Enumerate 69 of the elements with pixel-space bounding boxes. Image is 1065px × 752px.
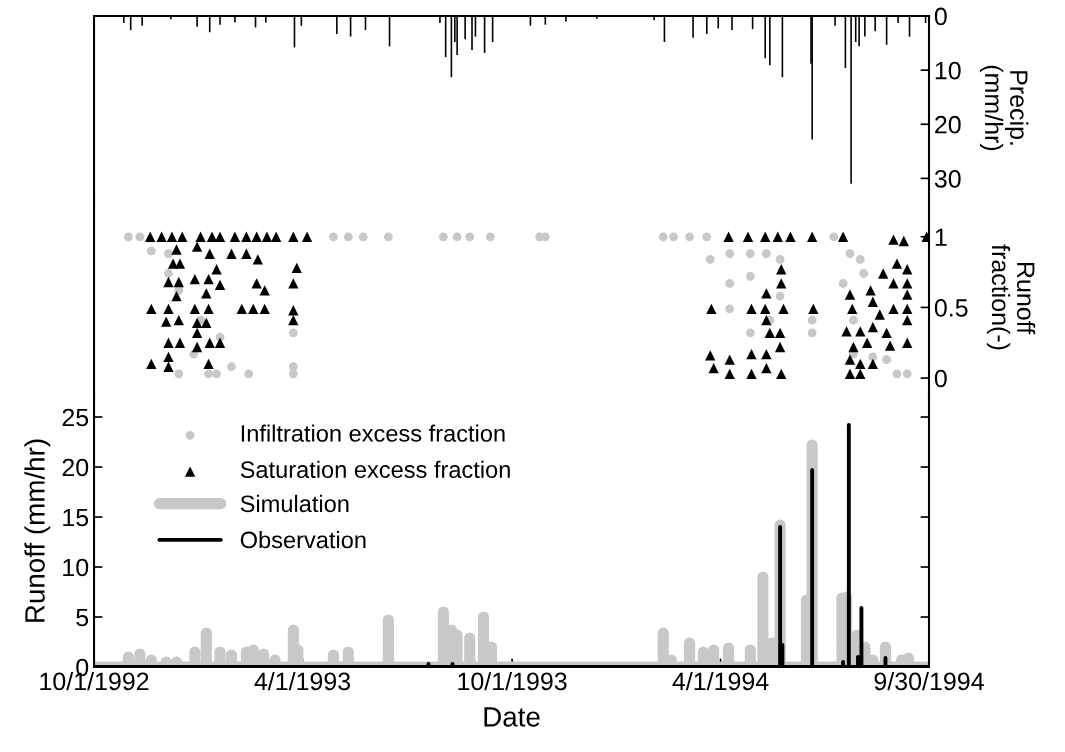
point	[892, 369, 902, 379]
point	[705, 254, 715, 264]
y-tick-label: 0	[934, 7, 947, 26]
legend-label: Simulation	[240, 494, 349, 513]
point	[164, 269, 173, 278]
point	[725, 304, 735, 314]
y-tick-label: 10	[63, 558, 89, 577]
legend-label: Saturation excess fraction	[240, 460, 510, 479]
point	[745, 328, 755, 338]
y-tick-label: 30	[934, 169, 961, 188]
point	[845, 249, 855, 259]
point	[902, 369, 912, 379]
point	[124, 232, 133, 242]
point	[838, 279, 848, 288]
point	[343, 232, 353, 242]
point	[135, 232, 145, 242]
point	[829, 232, 839, 242]
y-tick-label: 0	[934, 369, 947, 388]
point	[146, 246, 156, 256]
point	[882, 355, 892, 365]
point	[452, 232, 462, 242]
legend-label: Observation	[240, 530, 366, 549]
x-tick-label: 4/1/1993	[254, 671, 351, 691]
point	[761, 249, 771, 259]
x-tick-label: 4/1/1994	[672, 671, 769, 691]
point	[465, 232, 475, 242]
y-tick-label: 20	[935, 115, 961, 134]
x-tick-label: 10/1/1993	[458, 671, 567, 691]
point	[485, 232, 495, 242]
y-tick-label: 20	[62, 458, 89, 477]
point	[849, 315, 858, 325]
x-axis-title: Date	[484, 707, 540, 727]
point	[164, 249, 173, 259]
point	[745, 249, 755, 259]
point	[725, 249, 735, 259]
y-tick-label: 10	[935, 61, 961, 80]
point	[775, 291, 785, 301]
point	[438, 232, 448, 242]
point	[669, 232, 678, 242]
point	[859, 269, 869, 278]
point	[807, 328, 817, 338]
y-tick-label: 15	[63, 508, 89, 527]
point	[685, 232, 695, 242]
point	[702, 232, 712, 242]
point	[174, 369, 184, 379]
point	[725, 279, 735, 288]
y-axis-title: Precip. (mm/hr)	[979, 65, 1029, 151]
point	[658, 232, 668, 242]
point	[384, 232, 393, 242]
y-tick-label: 25	[62, 408, 89, 427]
point	[855, 254, 865, 264]
point	[288, 328, 298, 338]
y-axis-title: Runoff (mm/hr)	[24, 439, 51, 622]
point	[288, 369, 298, 379]
y-tick-label: 5	[76, 608, 89, 627]
point	[212, 369, 221, 379]
x-tick-label: 9/30/1994	[874, 671, 984, 691]
point	[358, 232, 368, 242]
y-tick-label: 0.5	[934, 299, 968, 317]
point	[244, 369, 254, 379]
y-tick-label: 1	[935, 228, 947, 246]
point	[745, 271, 755, 281]
point	[204, 369, 213, 379]
point	[775, 254, 785, 264]
y-axis-title: Runoff fraction(-)	[986, 244, 1036, 350]
point	[227, 362, 236, 372]
point	[329, 232, 338, 242]
legend-label: Infiltration excess fraction	[241, 424, 505, 442]
point	[807, 315, 817, 325]
